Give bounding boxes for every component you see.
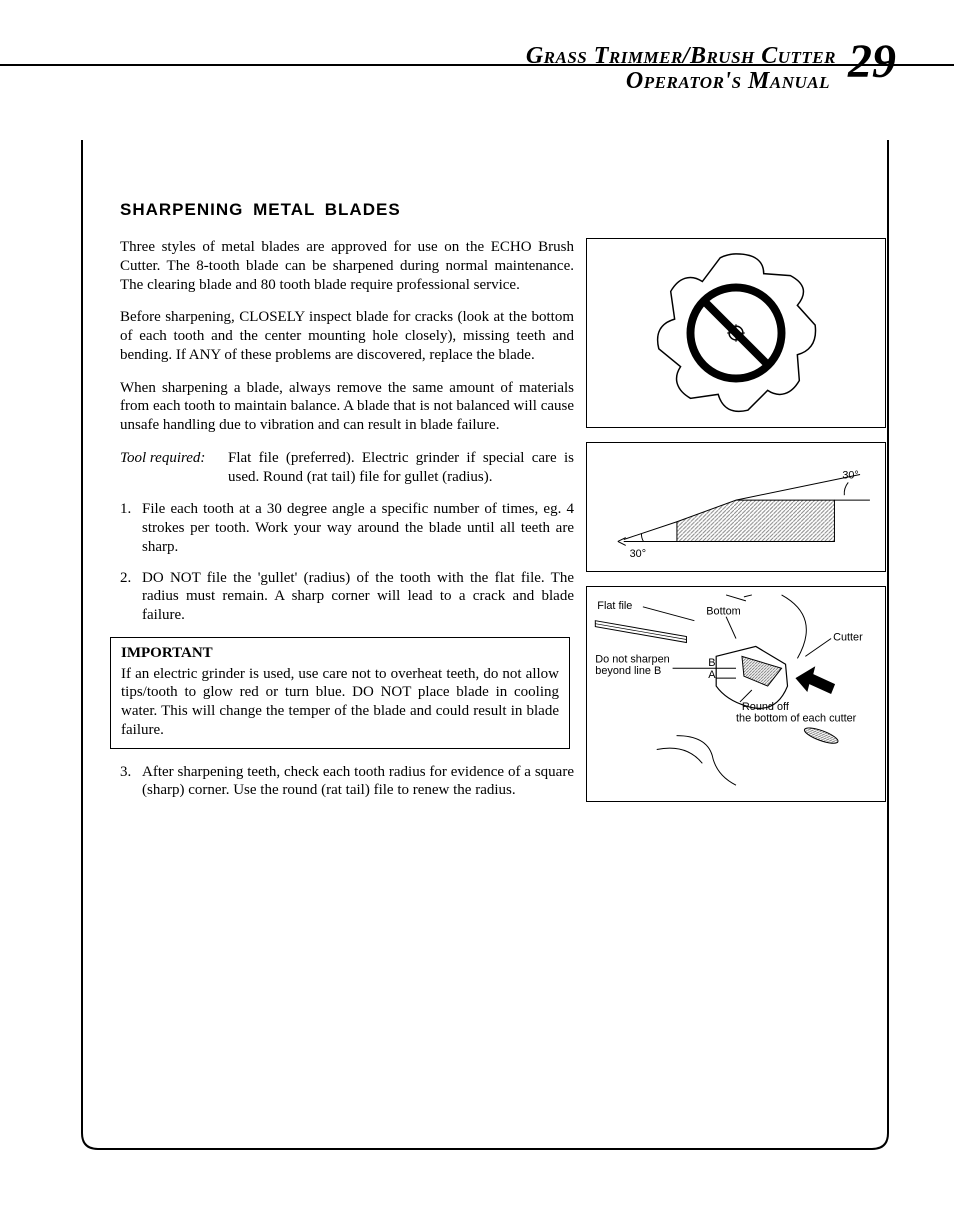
- header-title: Grass Trimmer/Brush Cutter Operator's Ma…: [526, 44, 836, 94]
- steps-list-cont: 3. After sharpening teeth, check each to…: [120, 763, 574, 801]
- step-2-number: 2.: [120, 569, 142, 625]
- header-title-line2: Operator's Manual: [526, 69, 836, 94]
- fig3-no-sharpen-l2: beyond line B: [595, 665, 661, 677]
- figure-file-cutter: Flat file Bottom Cutter Do not sharpen b…: [586, 586, 886, 802]
- figure-angle-30: 30° 30°: [586, 442, 886, 572]
- fig3-round-l1: Round off: [742, 701, 790, 713]
- fig2-angle-bottom: 30°: [630, 548, 646, 560]
- step-2: 2. DO NOT file the 'gullet' (radius) of …: [120, 569, 574, 625]
- important-box: IMPORTANT If an electric grinder is used…: [110, 637, 570, 749]
- step-1-number: 1.: [120, 500, 142, 556]
- tool-required-text: Flat file (preferred). Electric grinder …: [228, 449, 574, 487]
- page: Grass Trimmer/Brush Cutter Operator's Ma…: [0, 0, 954, 1221]
- section-title: sharpening metal blades: [120, 200, 890, 220]
- content-area: sharpening metal blades Three styles of …: [120, 200, 890, 816]
- step-1-text: File each tooth at a 30 degree angle a s…: [142, 500, 574, 556]
- page-header: Grass Trimmer/Brush Cutter Operator's Ma…: [58, 44, 896, 102]
- paragraph-3: When sharpening a blade, always remove t…: [120, 379, 574, 435]
- right-column: 30° 30°: [586, 238, 886, 816]
- paragraph-2: Before sharpening, CLOSELY inspect blade…: [120, 308, 574, 364]
- fig3-round-l2: the bottom of each cutter: [736, 713, 857, 725]
- tool-required-label: Tool required:: [120, 449, 228, 487]
- step-3-number: 3.: [120, 763, 142, 801]
- fig3-no-sharpen-l1: Do not sharpen: [595, 653, 669, 665]
- fig3-b-label: B: [708, 657, 715, 669]
- fig2-angle-top: 30°: [842, 469, 858, 481]
- step-2-text: DO NOT file the 'gullet' (radius) of the…: [142, 569, 574, 625]
- left-column: Three styles of metal blades are approve…: [120, 238, 574, 812]
- step-1: 1. File each tooth at a 30 degree angle …: [120, 500, 574, 556]
- steps-list: 1. File each tooth at a 30 degree angle …: [120, 500, 574, 625]
- fig3-flat-file-label: Flat file: [597, 600, 632, 612]
- step-3-text: After sharpening teeth, check each tooth…: [142, 763, 574, 801]
- figure-blade-prohibit: [586, 238, 886, 428]
- paragraph-1: Three styles of metal blades are approve…: [120, 238, 574, 294]
- page-number: 29: [848, 38, 896, 86]
- header-rule: [0, 64, 954, 66]
- step-3: 3. After sharpening teeth, check each to…: [120, 763, 574, 801]
- tool-required-row: Tool required: Flat file (preferred). El…: [120, 449, 574, 487]
- fig3-a-label: A: [708, 669, 716, 681]
- fig3-bottom-label: Bottom: [706, 606, 740, 618]
- fig3-cutter-label: Cutter: [833, 632, 863, 644]
- important-title: IMPORTANT: [121, 644, 559, 663]
- important-body: If an electric grinder is used, use care…: [121, 665, 559, 740]
